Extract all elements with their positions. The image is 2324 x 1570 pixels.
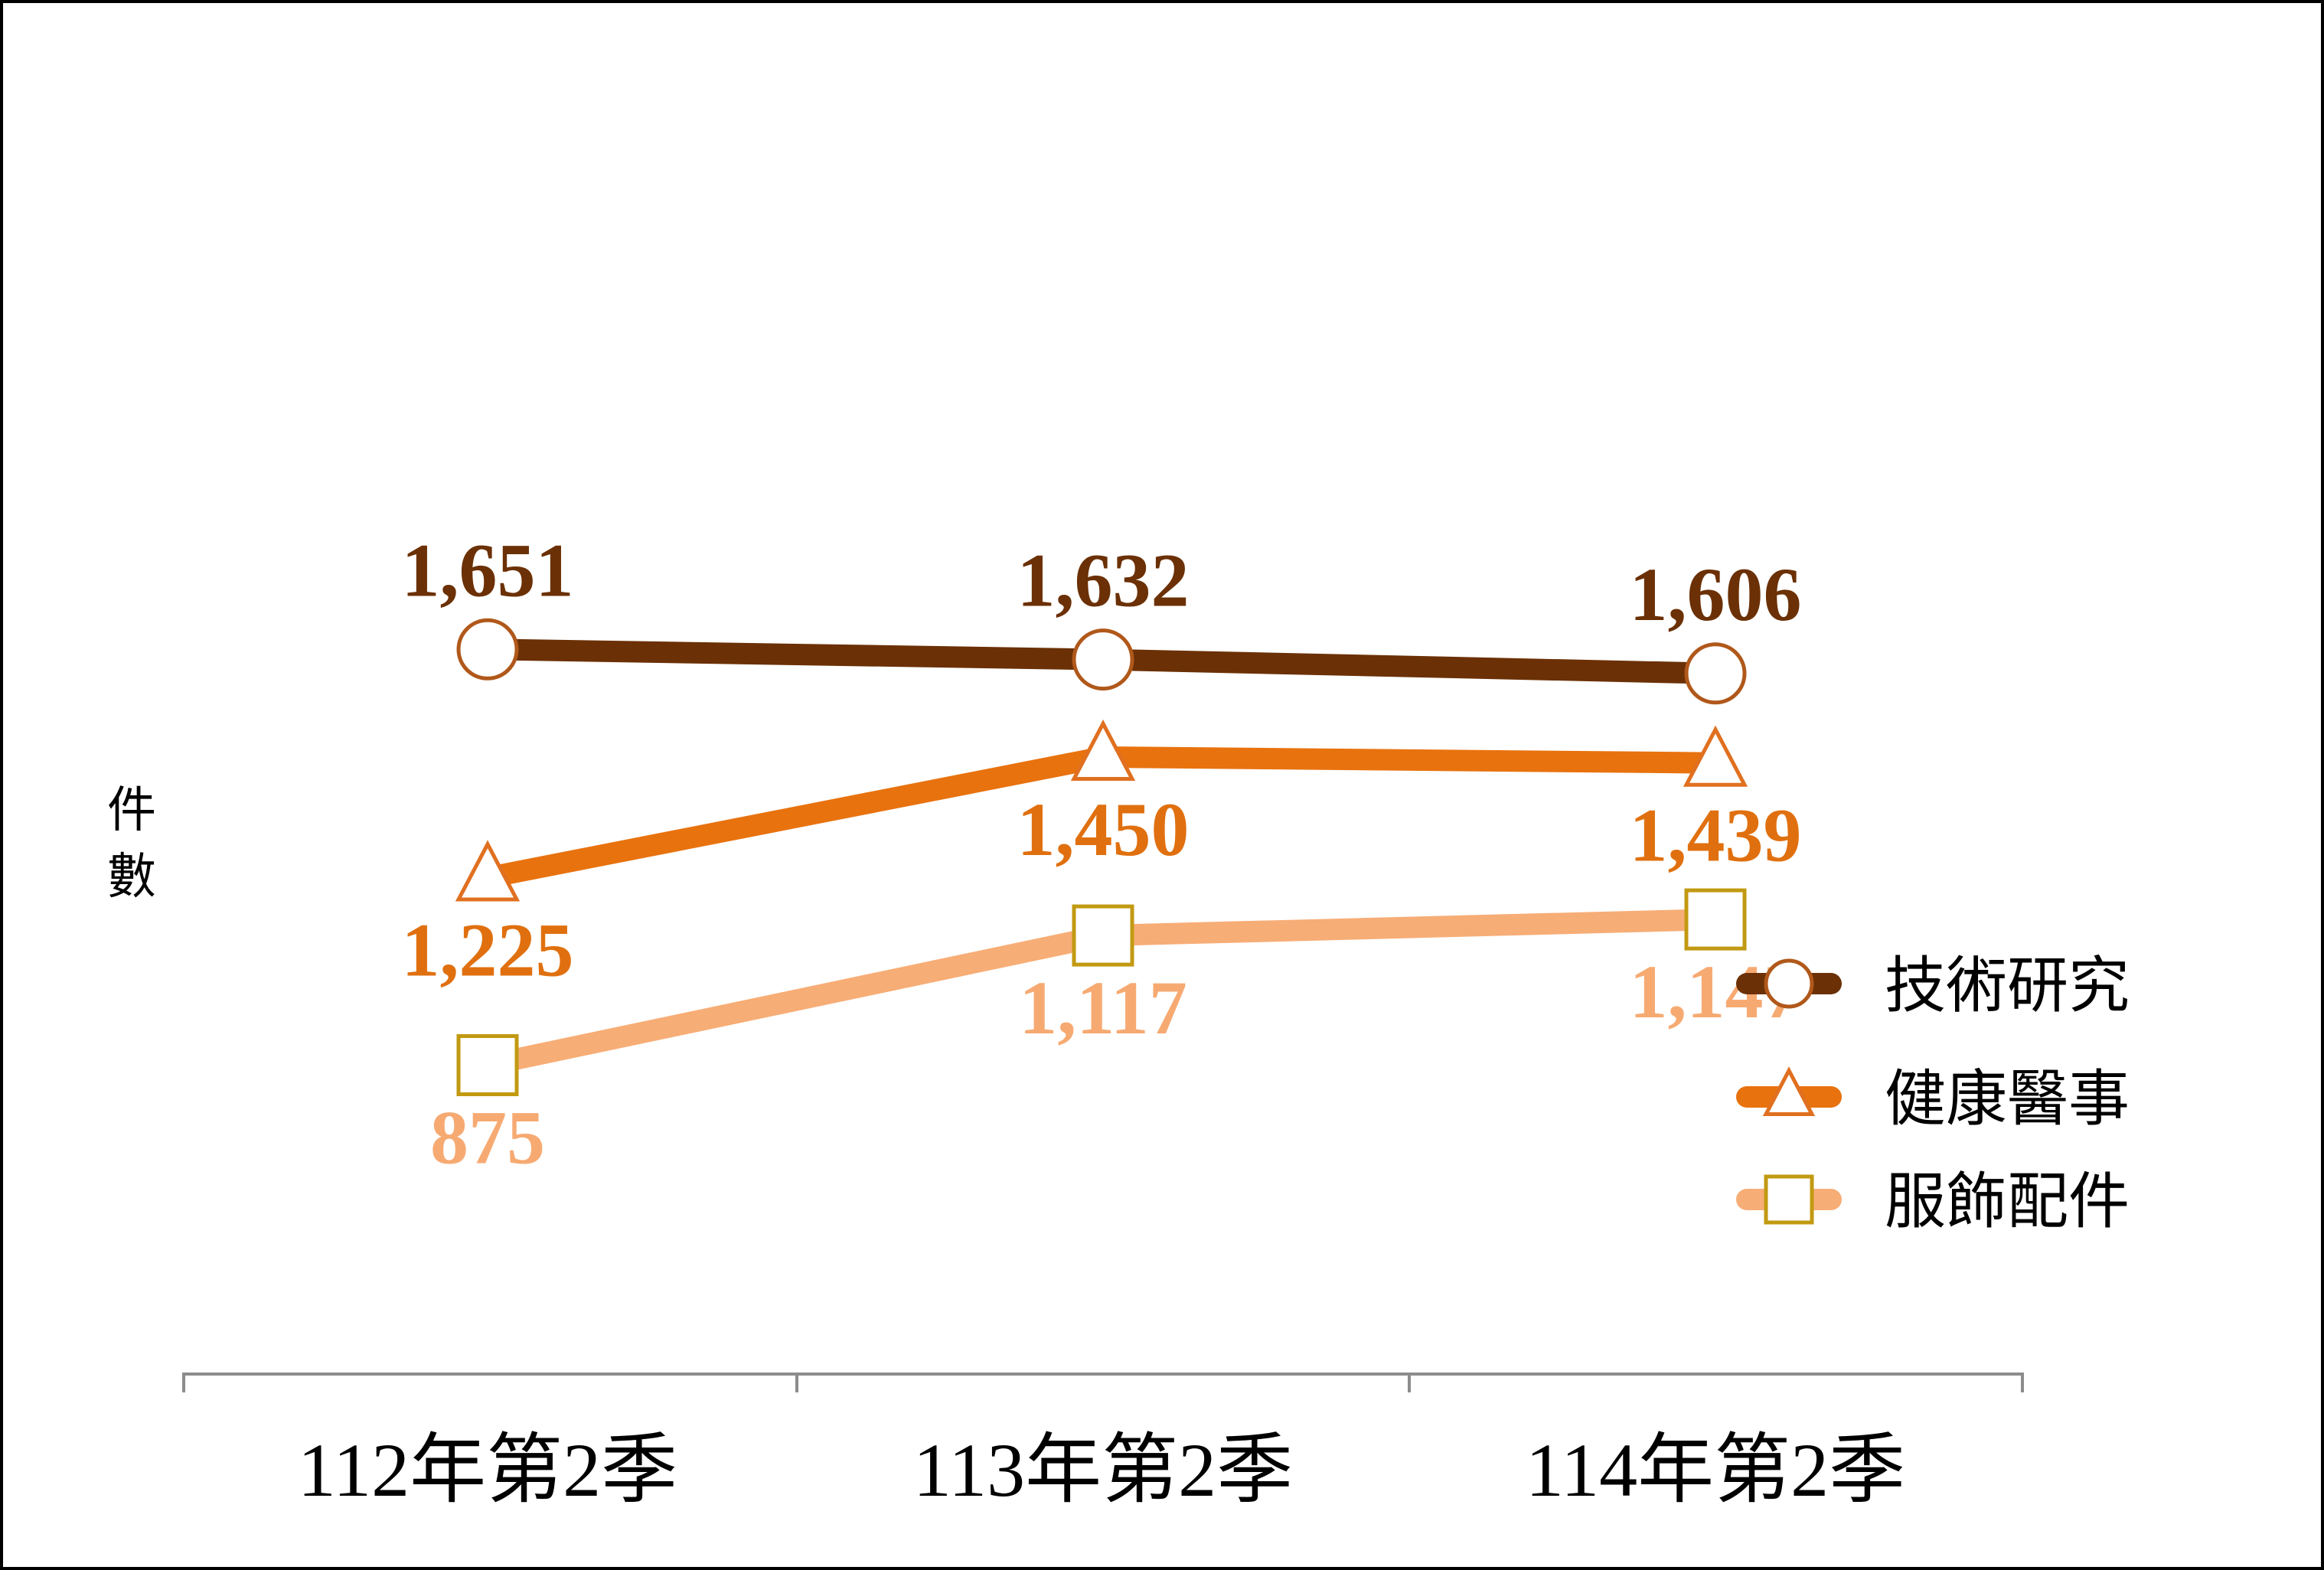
legend-marker-apparel bbox=[1764, 1174, 1814, 1225]
marker-apparel-2 bbox=[1684, 888, 1747, 951]
legend-label-tech: 技術研究 bbox=[1885, 950, 2130, 1021]
series-markers bbox=[455, 618, 1748, 1096]
chart-frame: 件 數 112年第2季 113年第2季 114年第2季 1,651 1,632 1,60… bbox=[3, 3, 2321, 1567]
marker-health-2 bbox=[1683, 725, 1748, 787]
marker-apparel-0 bbox=[456, 1034, 519, 1096]
y-axis-label-char-2: 數 bbox=[107, 849, 156, 906]
marker-tech-2 bbox=[1684, 642, 1747, 705]
data-label-health-0: 1,225 bbox=[402, 908, 574, 993]
line-chart: 件 數 112年第2季 113年第2季 114年第2季 1,651 1,632 1,60… bbox=[107, 527, 2130, 1513]
y-axis-label-char-1: 件 bbox=[107, 782, 156, 839]
marker-tech-0 bbox=[456, 618, 519, 681]
marker-tech-1 bbox=[1072, 628, 1134, 691]
x-tick-label-0: 112年第2季 bbox=[298, 1428, 677, 1513]
data-label-tech-1: 1,632 bbox=[1017, 538, 1190, 623]
marker-health-0 bbox=[455, 840, 521, 902]
data-label-health-1: 1,450 bbox=[1017, 787, 1190, 872]
legend-label-health: 健康醫事 bbox=[1885, 1063, 2130, 1134]
x-tick-label-1: 113年第2季 bbox=[913, 1428, 1293, 1513]
data-label-tech-2: 1,606 bbox=[1630, 552, 1802, 637]
data-label-health-2: 1,439 bbox=[1630, 793, 1802, 878]
marker-health-1 bbox=[1070, 719, 1136, 781]
x-tick-labels: 112年第2季 113年第2季 114年第2季 bbox=[298, 1428, 1905, 1513]
x-axis bbox=[182, 1373, 2024, 1392]
data-label-apparel-1: 1,117 bbox=[1019, 965, 1186, 1050]
legend-label-apparel: 服飾配件 bbox=[1885, 1166, 2130, 1237]
x-tick-label-2: 114年第2季 bbox=[1526, 1428, 1905, 1513]
marker-apparel-1 bbox=[1072, 904, 1134, 967]
data-label-apparel-0: 875 bbox=[430, 1095, 545, 1180]
legend-marker-health bbox=[1762, 1066, 1816, 1116]
legend-marker-tech bbox=[1764, 958, 1814, 1009]
data-label-tech-0: 1,651 bbox=[402, 527, 574, 612]
